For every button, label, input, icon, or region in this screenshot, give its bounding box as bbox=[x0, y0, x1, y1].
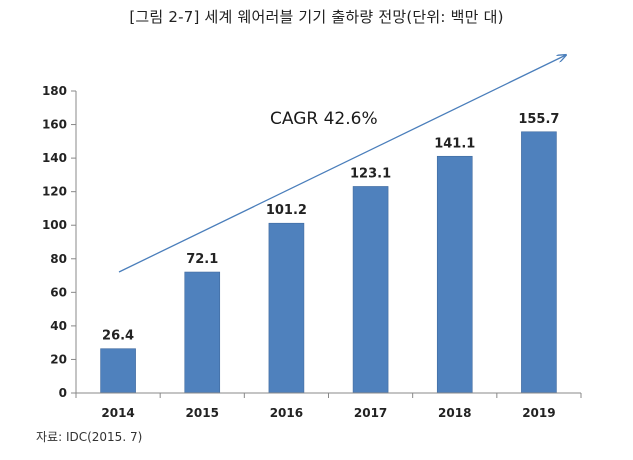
axes-layer bbox=[71, 90, 582, 398]
cagr-annotation: CAGR 42.6% bbox=[270, 109, 378, 129]
bars-layer bbox=[100, 131, 557, 394]
y-tick-label: 100 bbox=[42, 218, 67, 232]
data-label: 101.2 bbox=[266, 203, 307, 218]
y-tick-label: 120 bbox=[42, 185, 67, 199]
data-label: 26.4 bbox=[102, 329, 134, 344]
chart-title: [그림 2-7] 세계 웨어러블 기기 출하량 전망(단위: 백만 대) bbox=[129, 8, 504, 26]
bar bbox=[521, 131, 557, 394]
growth-trend-arrow bbox=[118, 55, 566, 273]
bar bbox=[184, 271, 221, 394]
labels-layer: 0 20 40 60 80 100 120 140 160 180 26.4 2014 72.1 2015… bbox=[42, 84, 560, 420]
x-tick-label: 2015 bbox=[186, 406, 219, 420]
x-tick-label: 2014 bbox=[101, 406, 134, 420]
y-tick-label: 40 bbox=[50, 319, 67, 333]
bar bbox=[436, 155, 473, 394]
source-note: 자료: IDC(2015. 7) bbox=[36, 430, 143, 444]
y-tick-label: 0 bbox=[59, 386, 67, 400]
y-tick-label: 80 bbox=[50, 252, 67, 266]
data-label: 72.1 bbox=[186, 252, 218, 267]
bar bbox=[352, 186, 389, 394]
y-tick-label: 140 bbox=[42, 151, 67, 165]
data-label: 141.1 bbox=[434, 136, 475, 151]
bar bbox=[268, 222, 305, 394]
bar bbox=[100, 348, 136, 394]
y-tick-label: 160 bbox=[42, 118, 67, 132]
x-tick-label: 2019 bbox=[522, 406, 555, 420]
data-label: 155.7 bbox=[518, 112, 559, 127]
x-tick-label: 2017 bbox=[354, 406, 387, 420]
data-label: 123.1 bbox=[350, 166, 391, 181]
x-tick-label: 2018 bbox=[438, 406, 471, 420]
y-tick-label: 60 bbox=[50, 285, 67, 299]
y-tick-label: 180 bbox=[42, 84, 67, 98]
x-tick-label: 2016 bbox=[270, 406, 303, 420]
y-tick-label: 20 bbox=[50, 352, 67, 366]
